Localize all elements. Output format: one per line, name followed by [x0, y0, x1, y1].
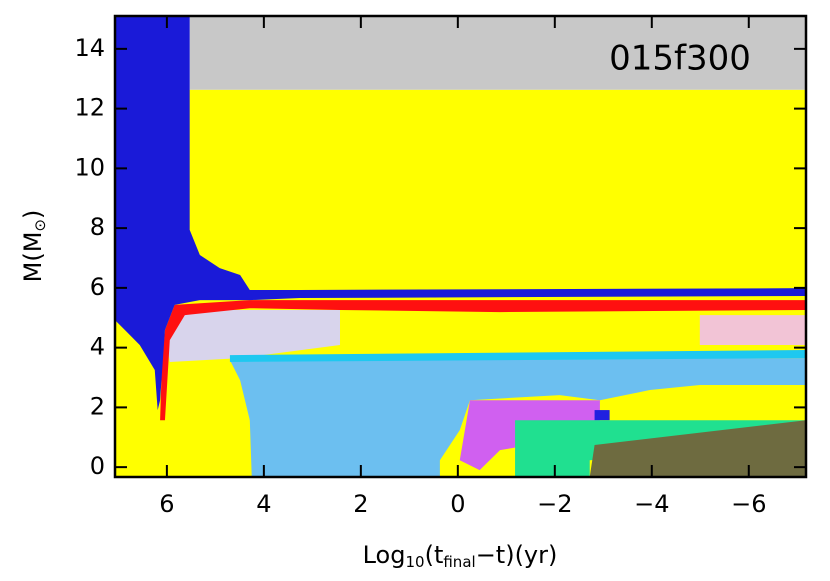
region [229, 358, 807, 477]
x-label-part: (t [425, 541, 444, 569]
y-tick-label: 2 [90, 392, 105, 420]
x-tick-label: −2 [537, 490, 572, 518]
region [594, 410, 610, 421]
region [189, 16, 806, 90]
region [115, 16, 806, 411]
y-tick-label: 12 [74, 94, 105, 122]
region [164, 309, 340, 362]
x-tick-label: 4 [256, 490, 271, 518]
y-label-part: M(M [19, 232, 47, 283]
plot-frame [113, 14, 808, 479]
x-tick-label: −4 [634, 490, 669, 518]
y-tick-label: 0 [90, 452, 105, 480]
region [699, 315, 806, 345]
annotation: 015f300 [609, 39, 751, 79]
x-tick-label: 2 [353, 490, 368, 518]
y-tick-label: 6 [90, 273, 105, 301]
y-tick-label: 4 [90, 333, 105, 361]
y-tick-label: 14 [74, 34, 105, 62]
y-label-sub: ⊙ [31, 219, 49, 232]
x-tick-label: 6 [159, 490, 174, 518]
y-tick-label: 8 [90, 213, 105, 241]
x-axis-label: Log10(tfinal−t)(yr) [363, 541, 558, 571]
x-tick-label: 0 [450, 490, 465, 518]
y-label-part: ) [19, 210, 47, 219]
x-label-sub: 10 [405, 553, 424, 571]
y-axis-label: M(M⊙) [19, 210, 49, 283]
y-tick-label: 10 [74, 153, 105, 181]
regions [115, 16, 807, 478]
x-label-part: Log [363, 541, 406, 569]
x-label-sub: final [443, 553, 475, 571]
region [229, 350, 807, 362]
region [589, 420, 806, 477]
x-label-part: −t)(yr) [476, 541, 558, 569]
x-tick-label: −6 [731, 490, 766, 518]
